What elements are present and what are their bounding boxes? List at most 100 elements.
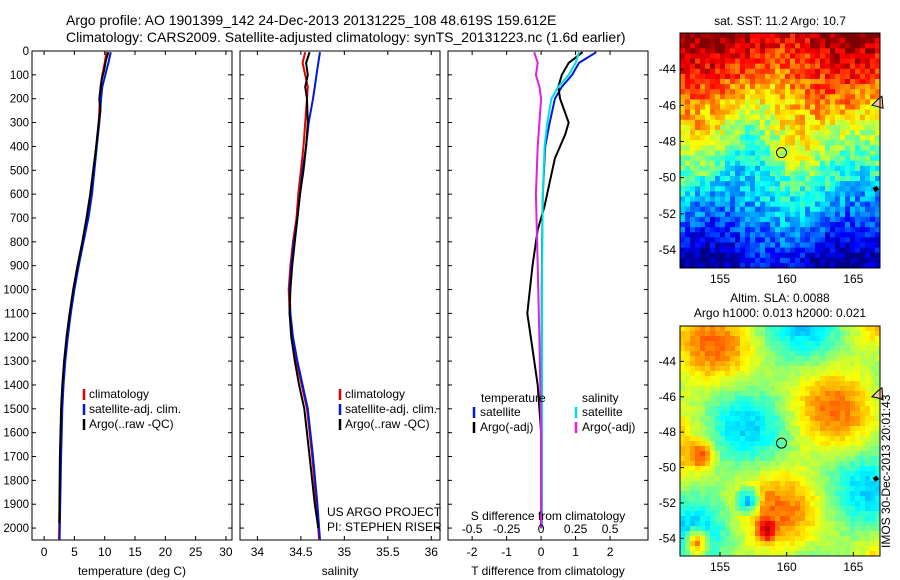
heatmap-cell (780, 124, 786, 131)
heatmap-cell (815, 426, 821, 432)
heatmap-cell (680, 481, 686, 487)
y-tick-label: -50 (659, 461, 677, 475)
heatmap-cell (850, 170, 856, 177)
heatmap-cell (780, 361, 786, 367)
heatmap-cell (805, 361, 811, 367)
heatmap-cell (700, 326, 706, 332)
heatmap-cell (695, 426, 701, 432)
heatmap-cell (770, 551, 776, 557)
heatmap-cell (780, 336, 786, 342)
heatmap-cell (855, 196, 861, 202)
heatmap-cell (830, 252, 836, 259)
heatmap-cell (865, 341, 871, 347)
heatmap-cell (860, 186, 866, 192)
heatmap-cell (780, 431, 786, 437)
heatmap-cell (690, 381, 696, 387)
heatmap-cell (690, 551, 696, 557)
heatmap-cell (830, 206, 836, 213)
heatmap-cell (865, 191, 871, 197)
heatmap-cell (725, 506, 731, 512)
heatmap-cell (845, 186, 851, 192)
heatmap-cell (730, 53, 736, 59)
heatmap-cell (780, 165, 786, 172)
heatmap-cell (755, 441, 761, 447)
heatmap-cell (830, 536, 836, 542)
heatmap-cell (765, 252, 771, 259)
heatmap-cell (845, 356, 851, 362)
heatmap-cell (755, 551, 761, 557)
heatmap-cell (840, 461, 846, 467)
heatmap-cell (725, 386, 731, 392)
heatmap-cell (705, 531, 711, 537)
heatmap-cell (840, 262, 846, 269)
heatmap-cell (705, 38, 711, 44)
heatmap-cell (805, 114, 811, 121)
heatmap-cell (765, 471, 771, 477)
heatmap-cell (800, 150, 806, 157)
heatmap-cell (695, 114, 701, 121)
heatmap-cell (860, 476, 866, 482)
heatmap-cell (795, 511, 801, 517)
heatmap-cell (870, 84, 876, 90)
heatmap-cell (680, 456, 686, 462)
heatmap-cell (715, 119, 721, 126)
heatmap-cell (875, 481, 881, 487)
heatmap-cell (835, 441, 841, 447)
heatmap-cell (705, 471, 711, 477)
heatmap-cell (730, 406, 736, 412)
heatmap-cell (735, 531, 741, 537)
heatmap-cell (775, 361, 781, 367)
heatmap-cell (855, 257, 861, 264)
heatmap-cell (815, 145, 821, 151)
heatmap-cell (720, 546, 726, 552)
heatmap-cell (780, 262, 786, 269)
heatmap-cell (750, 257, 756, 264)
heatmap-cell (875, 94, 881, 100)
heatmap-cell (760, 346, 766, 352)
heatmap-cell (805, 551, 811, 557)
heatmap-cell (735, 89, 741, 95)
heatmap-cell (810, 521, 816, 527)
heatmap-cell (815, 471, 821, 477)
heatmap-cell (875, 521, 881, 527)
heatmap-cell (705, 135, 711, 141)
heatmap-cell (680, 341, 686, 347)
heatmap-cell (710, 84, 716, 90)
heatmap-cell (785, 211, 791, 218)
heatmap-cell (705, 201, 711, 208)
heatmap-cell (845, 436, 851, 442)
heatmap-cell (765, 381, 771, 387)
heatmap-cell (680, 351, 686, 357)
heatmap-cell (710, 401, 716, 407)
heatmap-cell (860, 546, 866, 552)
heatmap-cell (685, 356, 691, 362)
heatmap-cell (815, 446, 821, 452)
heatmap-cell (840, 416, 846, 422)
heatmap-cell (765, 456, 771, 462)
heatmap-cell (810, 150, 816, 157)
heatmap-cell (815, 99, 821, 105)
heatmap-cell (850, 461, 856, 467)
heatmap-cell (730, 232, 736, 238)
heatmap-cell (715, 421, 721, 427)
heatmap-cell (840, 196, 846, 202)
heatmap-cell (710, 222, 716, 228)
heatmap-cell (785, 99, 791, 105)
top-x-tick-label: 0 (538, 522, 545, 536)
heatmap-cell (770, 237, 776, 243)
heatmap-cell (865, 247, 871, 254)
heatmap-cell (875, 486, 881, 492)
heatmap-cell (795, 346, 801, 352)
heatmap-cell (765, 257, 771, 264)
heatmap-cell (800, 43, 806, 49)
heatmap-cell (730, 456, 736, 462)
heatmap-cell (810, 341, 816, 347)
heatmap-cell (870, 546, 876, 552)
heatmap-cell (690, 232, 696, 238)
heatmap-cell (760, 541, 766, 547)
heatmap-cell (750, 53, 756, 59)
heatmap-cell (725, 135, 731, 141)
heatmap-cell (745, 227, 751, 233)
heatmap-cell (740, 216, 746, 223)
